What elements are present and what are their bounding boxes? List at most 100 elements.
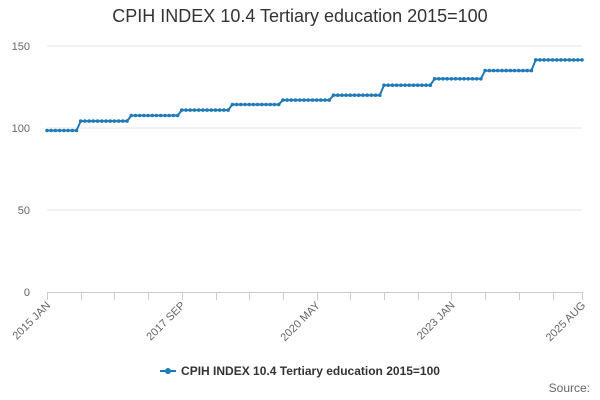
data-point [222,108,226,112]
data-point [255,102,260,107]
data-point [420,83,424,87]
x-tick-label: 2025 AUG [544,300,588,344]
data-point [45,128,49,133]
data-point [268,102,273,107]
data-point [121,119,125,123]
data-point [184,108,188,112]
data-point [466,77,471,81]
data-point [403,83,407,87]
data-point [108,119,112,123]
legend[interactable]: CPIH INDEX 10.4 Tertiary education 2015=… [0,364,600,378]
data-point [470,77,475,81]
data-point [234,102,239,107]
data-point [563,58,567,62]
data-point [251,102,256,107]
data-point [554,58,559,62]
data-point [411,83,416,87]
data-point [146,113,150,118]
data-point [382,83,386,87]
data-point [319,98,323,102]
y-tick-label: 50 [18,205,30,217]
data-point [289,98,294,102]
data-point [180,108,184,112]
data-point [163,113,167,118]
data-point [104,119,108,123]
data-point [150,113,155,118]
data-point [281,98,285,102]
data-point [479,77,483,81]
data-point [567,58,572,62]
series[interactable] [45,58,584,133]
data-point [137,113,142,118]
data-point [441,77,445,81]
data-point [495,68,500,73]
data-point [213,108,218,112]
x-tick-label: 2015 JAN [10,300,53,343]
data-point [453,77,458,81]
data-point [508,68,513,73]
data-point [449,77,454,81]
legend-marker-icon [160,367,177,374]
data-point [445,77,450,81]
data-point [428,83,433,87]
data-point [335,93,340,97]
data-point [125,119,129,123]
data-point [260,102,264,107]
x-tick-label: 2020 MAY [278,299,323,344]
data-point [53,128,58,133]
data-point [378,93,382,97]
data-point [129,113,134,118]
data-point [230,102,235,107]
data-point [424,83,428,87]
data-point [171,113,176,118]
y-tick-label: 150 [12,41,30,53]
data-point [272,102,277,107]
axes: 0 50 100 150 2015 JAN 2017 SEP 2020 MAY 2023 JA… [10,41,588,344]
gridlines [47,45,582,211]
data-point [529,68,534,73]
data-point [356,93,361,97]
data-point [407,83,412,87]
data-point [310,98,315,102]
data-point [504,68,509,73]
data-point [348,93,353,97]
data-point [142,113,146,118]
data-point [196,108,201,112]
data-point [331,93,336,97]
data-point [500,68,504,73]
data-point [538,58,542,62]
data-point [217,108,222,112]
data-point [49,128,53,133]
data-point [327,98,332,102]
data-point [580,58,584,62]
data-point [133,113,138,118]
data-point [78,119,83,123]
data-point [175,113,180,118]
data-point [314,98,319,102]
y-tick-label: 100 [12,123,30,135]
data-point [158,113,163,118]
data-point [70,128,75,133]
data-point [302,98,306,102]
data-point [74,128,79,133]
data-point [394,83,399,87]
data-point [167,113,171,118]
data-point [487,68,492,73]
data-point [247,102,251,107]
data-point [512,68,517,73]
data-point [226,108,230,112]
data-point [95,119,100,123]
data-point [559,58,563,62]
data-point [437,77,441,81]
data-point [399,83,403,87]
data-point [491,68,496,73]
data-point [285,98,289,102]
source-credit[interactable]: Source: [548,381,590,395]
data-point [571,58,576,62]
data-point [340,93,344,97]
data-point [361,93,365,97]
data-point [243,102,247,107]
data-point [209,108,214,112]
y-tick-label: 0 [24,287,30,299]
data-point [239,102,243,107]
